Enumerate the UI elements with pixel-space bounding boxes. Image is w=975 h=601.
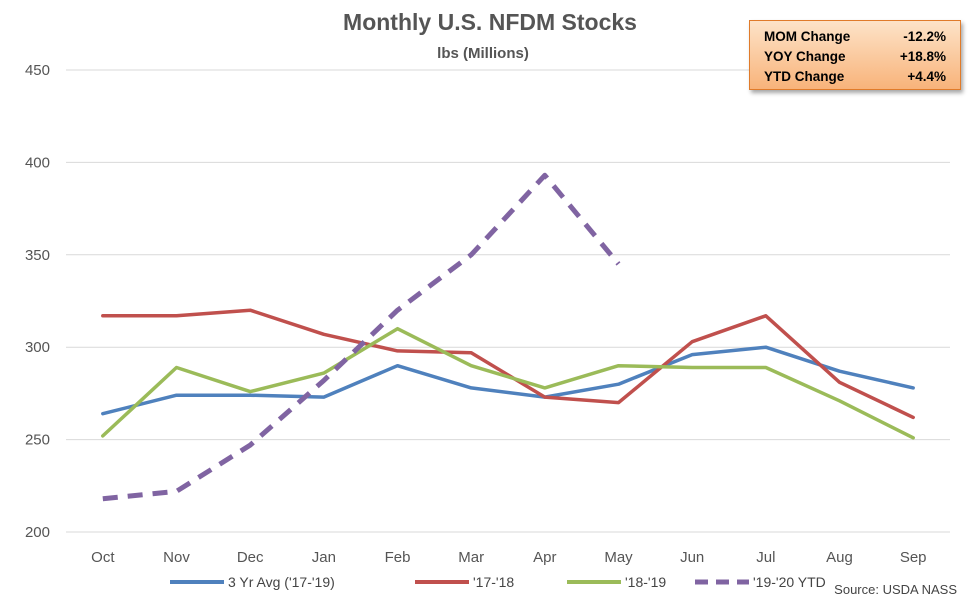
chart-title: Monthly U.S. NFDM Stocks <box>343 9 637 35</box>
info-label: YTD Change <box>764 69 845 84</box>
x-tick-label: Jul <box>756 549 775 566</box>
y-tick-label: 200 <box>25 524 50 541</box>
chart-subtitle: lbs (Millions) <box>437 45 529 62</box>
info-label: YOY Change <box>764 49 846 64</box>
info-value: -12.2% <box>903 29 946 44</box>
legend-label: '18-'19 <box>625 574 666 590</box>
x-tick-label: Sep <box>900 549 927 566</box>
legend-label: '19-'20 YTD <box>753 574 826 590</box>
x-tick-label: Nov <box>163 549 190 566</box>
info-row-ytd: YTD Change +4.4% <box>764 67 946 87</box>
x-tick-label: Feb <box>385 549 411 566</box>
series-lines <box>101 172 915 502</box>
y-tick-label: 450 <box>25 62 50 79</box>
y-tick-label: 350 <box>25 247 50 264</box>
gridlines <box>66 69 950 533</box>
x-tick-label: May <box>604 549 633 566</box>
info-value: +4.4% <box>907 69 946 84</box>
legend-label: 3 Yr Avg ('17-'19) <box>228 574 335 590</box>
x-tick-label: Oct <box>91 549 115 566</box>
legend: 3 Yr Avg ('17-'19) '17-'18 '18-'19 '19-'20 … <box>170 574 826 590</box>
x-tick-label: Dec <box>237 549 264 566</box>
series-line-3 <box>101 326 915 440</box>
x-tick-label: Aug <box>826 549 853 566</box>
series-line-2 <box>101 308 915 420</box>
info-row-yoy: YOY Change +18.8% <box>764 47 946 67</box>
y-axis-ticks: 200 250 300 350 400 450 <box>25 62 50 541</box>
y-tick-label: 400 <box>25 154 50 171</box>
x-tick-label: Mar <box>458 549 484 566</box>
series-line-1 <box>101 345 915 416</box>
info-row-mom: MOM Change -12.2% <box>764 27 946 47</box>
x-tick-label: Jun <box>680 549 704 566</box>
info-value: +18.8% <box>899 49 946 64</box>
y-tick-label: 300 <box>25 339 50 356</box>
source-note: Source: USDA NASS <box>834 582 957 597</box>
y-tick-label: 250 <box>25 432 50 449</box>
series-line-4 <box>102 172 621 502</box>
change-summary-box: MOM Change -12.2% YOY Change +18.8% YTD … <box>749 20 961 90</box>
x-tick-label: Apr <box>533 549 556 566</box>
info-label: MOM Change <box>764 29 851 44</box>
x-axis-ticks: Oct Nov Dec Jan Feb Mar Apr May Jun Jul Aug Sep <box>91 549 926 566</box>
x-tick-label: Jan <box>312 549 336 566</box>
legend-label: '17-'18 <box>473 574 514 590</box>
